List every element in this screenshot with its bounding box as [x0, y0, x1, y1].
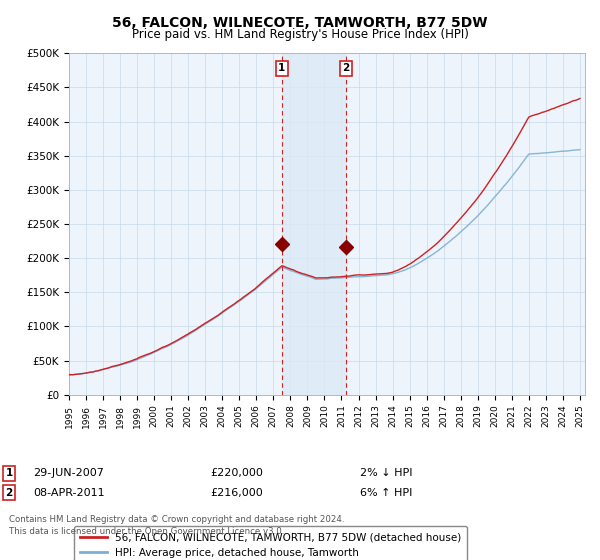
- Text: 2% ↓ HPI: 2% ↓ HPI: [360, 468, 413, 478]
- Text: 6% ↑ HPI: 6% ↑ HPI: [360, 488, 412, 498]
- Text: 29-JUN-2007: 29-JUN-2007: [33, 468, 104, 478]
- Bar: [282, 53, 346, 395]
- Text: This data is licensed under the Open Government Licence v3.0.: This data is licensed under the Open Gov…: [9, 528, 284, 536]
- Legend: 56, FALCON, WILNECOTE, TAMWORTH, B77 5DW (detached house), HPI: Average price, d: 56, FALCON, WILNECOTE, TAMWORTH, B77 5DW…: [74, 526, 467, 560]
- Text: 1: 1: [5, 468, 13, 478]
- Text: 56, FALCON, WILNECOTE, TAMWORTH, B77 5DW: 56, FALCON, WILNECOTE, TAMWORTH, B77 5DW: [112, 16, 488, 30]
- Text: 1: 1: [278, 63, 286, 73]
- Text: £216,000: £216,000: [210, 488, 263, 498]
- Text: 2: 2: [342, 63, 349, 73]
- Text: Price paid vs. HM Land Registry's House Price Index (HPI): Price paid vs. HM Land Registry's House …: [131, 28, 469, 41]
- Text: Contains HM Land Registry data © Crown copyright and database right 2024.: Contains HM Land Registry data © Crown c…: [9, 515, 344, 524]
- Text: 08-APR-2011: 08-APR-2011: [33, 488, 104, 498]
- Text: £220,000: £220,000: [210, 468, 263, 478]
- Text: 2: 2: [5, 488, 13, 498]
